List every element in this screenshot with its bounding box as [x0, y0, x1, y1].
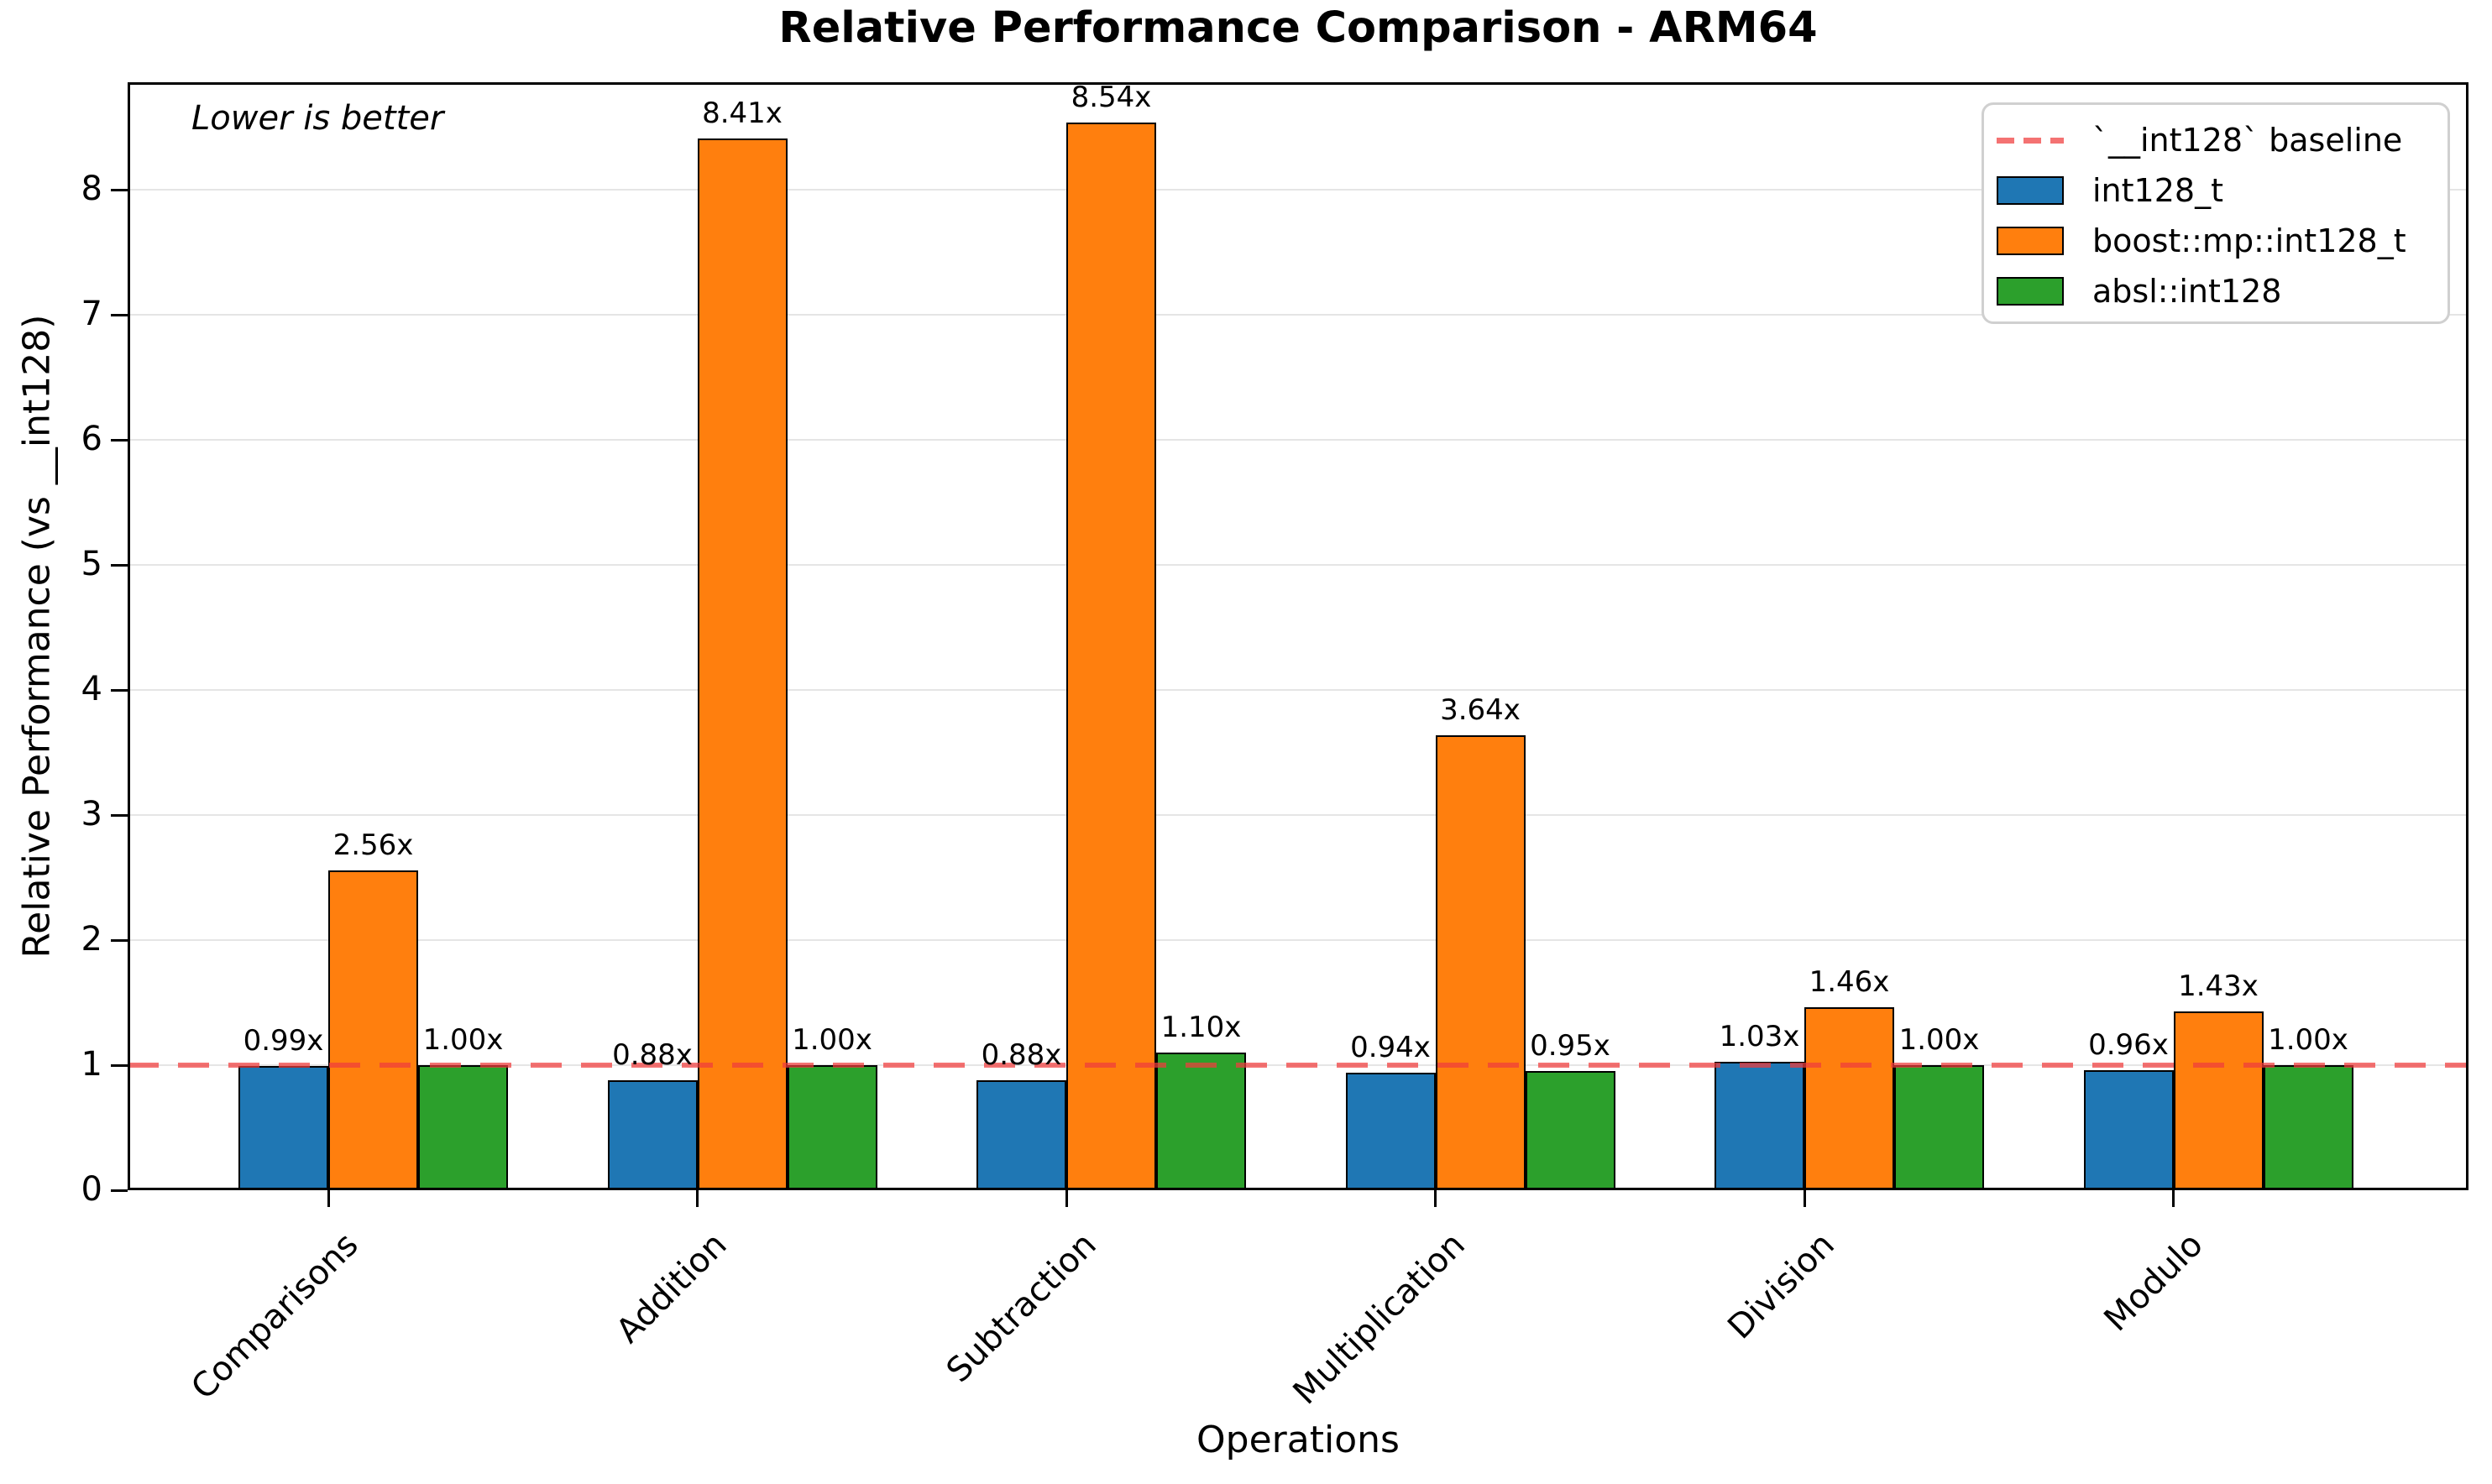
gridline-y3 [128, 814, 2468, 816]
legend-baseline-dash-sample [1997, 137, 2064, 144]
x-tick-label-Division: Division [1720, 1225, 1842, 1347]
y-tick-6 [111, 438, 128, 442]
y-tick-label-7: 7 [81, 295, 102, 333]
plot-area: Lower is better 0.99x 2.56x 1.00x 0.88x 8.41… [128, 81, 2468, 1190]
y-tick-label-3: 3 [81, 795, 102, 833]
bar-value-label: 0.94x [1350, 1031, 1431, 1064]
legend-label-absl::int128: absl::int128 [2092, 273, 2282, 310]
bar-value-label: 1.46x [1809, 965, 1890, 999]
bar-int128_t-Addition [607, 1080, 698, 1190]
chart-title: Relative Performance Comparison - ARM64 [778, 3, 1818, 53]
bar-int128_t-Modulo [2083, 1070, 2174, 1190]
bar-value-label: 8.41x [702, 97, 783, 130]
legend-label-int128_t: int128_t [2092, 172, 2223, 209]
bar-value-label: 1.00x [1898, 1023, 1980, 1057]
x-tick-Addition [696, 1190, 699, 1207]
bar-int128_t-Multiplication [1345, 1073, 1436, 1190]
gridline-y6 [128, 439, 2468, 441]
bar-value-label: 0.96x [2088, 1028, 2169, 1062]
x-tick-Multiplication [1434, 1190, 1437, 1207]
x-tick-Subtraction [1065, 1190, 1068, 1207]
bar-int128_t-Division [1715, 1062, 1804, 1190]
legend-row-boost::mp::int128_t: boost::mp::int128_t [1997, 216, 2448, 266]
x-tick-label-Comparisons: Comparisons [183, 1225, 366, 1408]
legend-row-absl::int128: absl::int128 [1997, 266, 2448, 316]
bar-absl::int128-Addition [787, 1065, 877, 1190]
y-tick-label-5: 5 [81, 545, 102, 583]
gridline-y4 [128, 689, 2468, 691]
baseline-line [128, 1063, 2468, 1068]
x-tick-Division [1803, 1190, 1806, 1207]
y-tick-label-6: 6 [81, 420, 102, 458]
y-tick-label-1: 1 [81, 1045, 102, 1084]
y-axis-label: Relative Performance (vs __int128) [15, 314, 59, 959]
bar-boost::mp::int128_t-Subtraction [1066, 123, 1156, 1190]
y-tick-label-0: 0 [81, 1170, 102, 1209]
x-tick-label-Subtraction: Subtraction [939, 1225, 1104, 1391]
x-tick-label-Modulo: Modulo [2097, 1225, 2211, 1340]
legend-row-baseline: `__int128` baseline [1997, 115, 2448, 165]
bar-boost::mp::int128_t-Comparisons [328, 870, 418, 1190]
bar-value-label: 1.00x [2268, 1023, 2348, 1057]
annotation-lower-is-better: Lower is better [191, 99, 444, 138]
y-tick-7 [111, 313, 128, 316]
y-tick-1 [111, 1063, 128, 1067]
bar-value-label: 1.00x [792, 1023, 872, 1057]
bar-boost::mp::int128_t-Division [1804, 1007, 1894, 1190]
bar-int128_t-Comparisons [238, 1066, 328, 1190]
bar-value-label: 2.56x [332, 828, 414, 862]
bar-value-label: 3.64x [1440, 693, 1521, 727]
bar-boost::mp::int128_t-Multiplication [1435, 735, 1526, 1190]
y-tick-8 [111, 188, 128, 191]
legend-row-int128_t: int128_t [1997, 165, 2448, 216]
x-tick-Modulo [2172, 1190, 2175, 1207]
legend-label-boost::mp::int128_t: boost::mp::int128_t [2092, 222, 2406, 259]
x-tick-label-Addition: Addition [609, 1225, 735, 1351]
y-tick-4 [111, 688, 128, 692]
y-tick-label-2: 2 [81, 920, 102, 959]
y-tick-label-4: 4 [81, 670, 102, 708]
bar-value-label: 0.88x [981, 1038, 1062, 1072]
y-tick-5 [111, 563, 128, 567]
bar-absl::int128-Division [1894, 1065, 1984, 1190]
bar-boost::mp::int128_t-Modulo [2173, 1011, 2264, 1190]
x-tick-label-Multiplication: Multiplication [1285, 1225, 1473, 1413]
legend-swatch-int128_t [1997, 176, 2064, 205]
gridline-y8 [128, 189, 2468, 191]
bar-value-label: 0.88x [612, 1038, 693, 1072]
bar-value-label: 0.95x [1530, 1029, 1610, 1063]
gridline-y2 [128, 939, 2468, 941]
bar-value-label: 8.54x [1071, 81, 1152, 114]
legend-swatch-boost::mp::int128_t [1997, 227, 2064, 255]
gridline-y7 [128, 314, 2468, 316]
bar-absl::int128-Subtraction [1156, 1053, 1246, 1190]
bar-absl::int128-Multiplication [1525, 1071, 1615, 1190]
bar-value-label: 0.99x [243, 1024, 324, 1058]
bar-absl::int128-Comparisons [418, 1065, 508, 1190]
y-tick-2 [111, 938, 128, 942]
bar-value-label: 1.43x [2178, 969, 2259, 1003]
bar-value-label: 1.03x [1719, 1020, 1800, 1053]
bar-value-label: 1.00x [422, 1023, 504, 1057]
gridline-y5 [128, 564, 2468, 566]
bar-int128_t-Subtraction [976, 1080, 1066, 1190]
legend-swatch-absl::int128 [1997, 277, 2064, 306]
bar-absl::int128-Modulo [2263, 1065, 2353, 1190]
y-tick-label-8: 8 [81, 170, 102, 208]
bar-value-label: 1.10x [1160, 1011, 1242, 1044]
bar-boost::mp::int128_t-Addition [697, 138, 788, 1190]
legend-label-baseline: `__int128` baseline [2092, 122, 2403, 159]
x-tick-Comparisons [327, 1190, 330, 1207]
y-tick-0 [111, 1189, 128, 1192]
x-axis-label: Operations [1196, 1419, 1400, 1461]
y-tick-3 [111, 813, 128, 817]
